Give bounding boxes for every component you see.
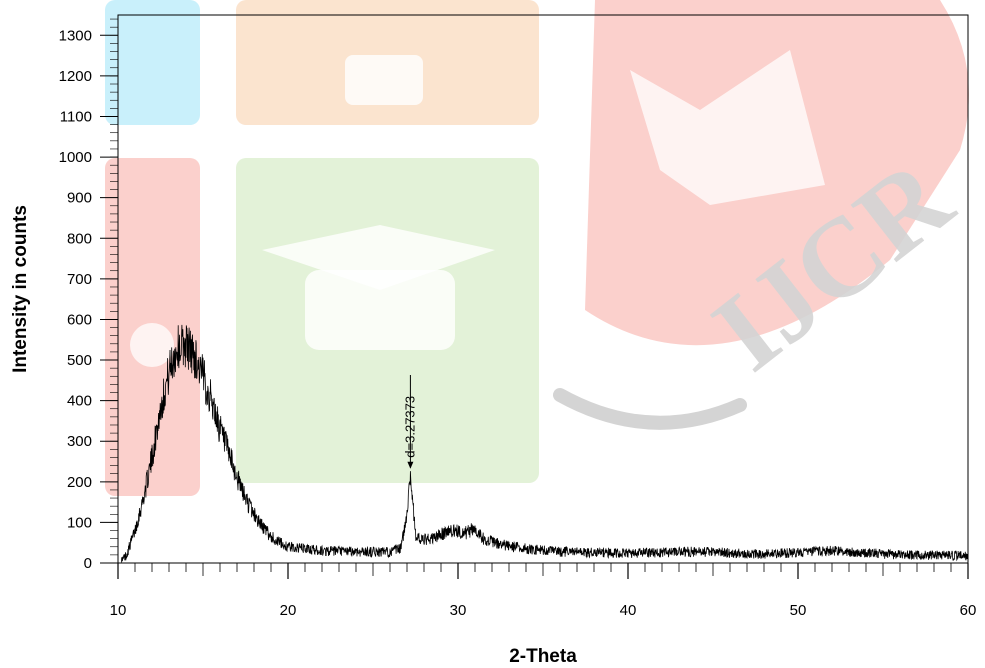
- watermark-bulb: [345, 55, 423, 105]
- x-axis: 10 20 30 40 50 60: [110, 563, 977, 619]
- y-axis-label: Intensity in counts: [10, 205, 31, 373]
- peak-annotation: d=3.27373: [402, 375, 417, 469]
- y-tick-label: 1200: [59, 68, 92, 85]
- x-tick-label: 60: [960, 602, 977, 619]
- y-tick-label: 200: [67, 474, 92, 491]
- watermark-blue-tile: [105, 0, 200, 125]
- x-tick-label: 20: [280, 602, 297, 619]
- x-tick-label: 50: [790, 602, 807, 619]
- watermark-cap-base: [305, 270, 455, 350]
- watermark-swoosh: [553, 388, 747, 430]
- watermark-logo: IJCR: [105, 0, 974, 496]
- x-tick-label: 30: [450, 602, 467, 619]
- y-tick-label: 500: [67, 352, 92, 369]
- y-tick-label: 400: [67, 393, 92, 410]
- y-tick-label: 1300: [59, 27, 92, 44]
- y-tick-label: 800: [67, 230, 92, 247]
- annotation-arrow-icon: [407, 461, 414, 469]
- y-axis: 0 100 200 300 400 500 600 700 800 900 1000 1100 1200…: [59, 27, 118, 572]
- x-tick-label: 10: [110, 602, 127, 619]
- y-tick-label: 700: [67, 271, 92, 288]
- watermark-gear: [130, 323, 174, 367]
- y-tick-label: 1100: [60, 108, 92, 125]
- watermark-grad-cap: [262, 225, 495, 290]
- y-tick-label: 100: [67, 514, 92, 531]
- y-tick-label: 600: [67, 311, 92, 328]
- y-tick-label: 300: [67, 433, 92, 450]
- series-line: [121, 324, 969, 563]
- y-tick-label: 1000: [59, 149, 92, 166]
- annotation-label: d=3.27373: [402, 396, 417, 458]
- x-tick-label: 40: [620, 602, 637, 619]
- y-tick-label: 900: [67, 190, 92, 207]
- y-tick-label: 0: [84, 555, 92, 572]
- watermark-book: [630, 50, 825, 205]
- x-axis-label: 2-Theta: [509, 646, 577, 667]
